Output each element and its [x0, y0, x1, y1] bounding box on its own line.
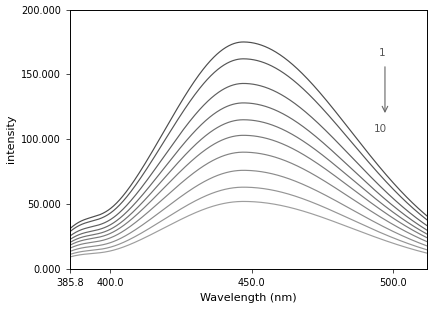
Text: 1: 1: [379, 48, 386, 57]
Y-axis label: intensity: intensity: [6, 115, 16, 163]
Text: 10: 10: [374, 124, 387, 134]
X-axis label: Wavelength (nm): Wavelength (nm): [200, 294, 297, 303]
